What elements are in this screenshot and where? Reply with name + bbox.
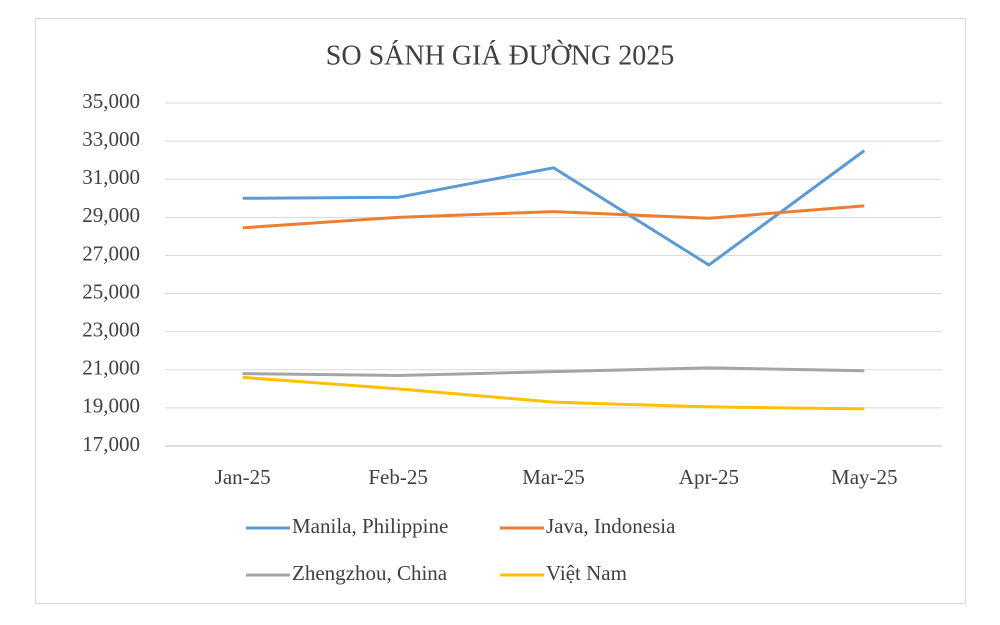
series-line [242, 204, 865, 230]
y-tick-label: 17,000 [82, 432, 140, 456]
y-tick-label: 25,000 [82, 279, 140, 303]
y-tick-label: 19,000 [82, 394, 140, 418]
y-tick-label: 21,000 [82, 356, 140, 380]
x-tick-label: Feb-25 [368, 465, 428, 489]
x-tick-label: Apr-25 [679, 465, 739, 489]
series-line [242, 149, 866, 267]
x-tick-label: Jan-25 [215, 465, 271, 489]
x-tick-label: May-25 [831, 465, 898, 489]
x-tick-label: Mar-25 [522, 465, 585, 489]
y-tick-label: 35,000 [82, 89, 140, 113]
y-tick-label: 29,000 [82, 203, 140, 227]
legend-label: Manila, Philippine [292, 514, 448, 538]
series-line [242, 375, 865, 411]
y-tick-label: 23,000 [82, 317, 140, 341]
chart-title: SO SÁNH GIÁ ĐƯỜNG 2025 [326, 40, 674, 71]
y-tick-label: 27,000 [82, 241, 140, 265]
y-tick-label: 33,000 [82, 127, 140, 151]
legend-label: Java, Indonesia [546, 514, 676, 538]
chart-frame [35, 18, 966, 604]
series-line [242, 366, 865, 377]
legend-label: Zhengzhou, China [292, 561, 448, 585]
y-tick-label: 31,000 [82, 165, 140, 189]
legend-label: Việt Nam [546, 561, 627, 585]
